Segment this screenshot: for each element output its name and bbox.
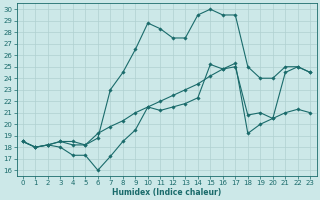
X-axis label: Humidex (Indice chaleur): Humidex (Indice chaleur) [112,188,221,197]
